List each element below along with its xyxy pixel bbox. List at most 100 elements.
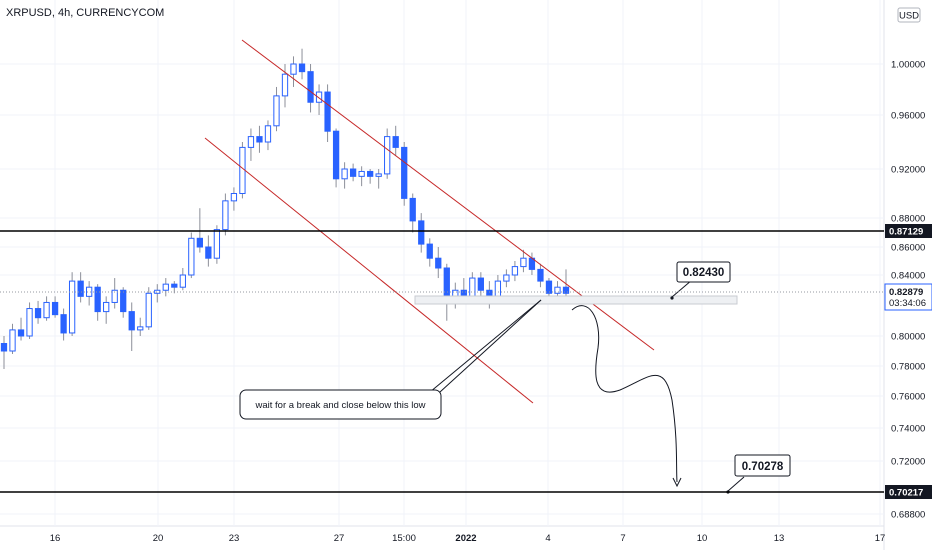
y-tick-label: 0.76000	[891, 392, 925, 403]
currency-button[interactable]: USD	[897, 7, 921, 23]
y-tick-label: 0.80000	[891, 332, 925, 343]
projected-path-arrowhead	[672, 477, 682, 488]
candle-body	[247, 136, 255, 148]
candle-body	[315, 91, 323, 103]
candle-body	[418, 220, 425, 245]
candle-body	[60, 314, 67, 334]
candle-body	[239, 146, 246, 194]
level-price-tag	[885, 485, 932, 499]
drawings-layer: 0.82430 0.70278 wait for a break and close…	[204, 39, 791, 494]
candle-body	[162, 283, 169, 291]
note-leader-line	[439, 299, 542, 393]
channel-lower-line	[204, 137, 534, 404]
x-tick-label: 20	[153, 533, 164, 544]
candle-body	[205, 246, 212, 259]
candle-body	[34, 308, 42, 319]
current-price-label: 0.82879	[889, 287, 923, 298]
candle-body	[196, 237, 203, 248]
currency-button-label: USD	[899, 11, 919, 22]
candle-body	[494, 280, 502, 297]
grid	[0, 0, 884, 526]
candle-body	[298, 63, 306, 73]
candle-body	[137, 326, 144, 331]
candle-body	[477, 277, 484, 291]
candle-body	[469, 277, 476, 297]
y-tick-label: 0.86000	[891, 243, 925, 254]
candle-body	[545, 280, 553, 294]
candle-body	[435, 257, 442, 269]
candle-body	[307, 71, 314, 103]
candle-body	[341, 168, 348, 180]
candle-body	[401, 146, 408, 199]
candle-body	[409, 197, 416, 222]
candle-body	[290, 63, 297, 75]
callout-pointer	[727, 476, 745, 492]
candle-body	[384, 136, 391, 175]
candle-body	[86, 286, 93, 297]
candle-body	[17, 329, 25, 337]
candle-body	[171, 283, 178, 288]
countdown-label: 03:34:06	[889, 298, 926, 309]
y-tick-label: 0.78000	[891, 362, 925, 373]
candle-body	[324, 91, 331, 132]
support-zone	[414, 295, 738, 305]
candle-body	[120, 289, 127, 313]
candle-body	[554, 286, 561, 294]
candle-body	[520, 257, 527, 268]
time-axis[interactable]: 16 20 23 27 15:00 2022 4 7 10 13 17	[50, 533, 886, 544]
callout-box	[734, 454, 791, 477]
candle-body	[9, 329, 16, 352]
x-tick-label: 10	[697, 533, 708, 544]
x-tick-label: 27	[334, 533, 345, 544]
candle-body	[0, 343, 8, 352]
y-tick-label: 0.72000	[891, 457, 925, 468]
level-price-tag-label: 0.70217	[889, 488, 923, 499]
projected-path	[571, 305, 678, 483]
x-tick-label: 4	[545, 533, 550, 544]
candle-body	[367, 170, 374, 177]
y-tick-label: 0.88000	[891, 214, 925, 225]
candle-body	[188, 237, 195, 276]
candle-body	[222, 200, 229, 231]
x-tick-label: 15:00	[392, 533, 416, 544]
note-leader-line	[429, 299, 542, 393]
callout-pointer	[671, 279, 693, 298]
candle-body	[111, 289, 118, 303]
candle-body	[349, 168, 357, 177]
y-tick-label: 0.68800	[891, 510, 925, 521]
candle-body	[103, 301, 110, 313]
candle-body	[537, 268, 544, 282]
candle-body	[511, 266, 519, 276]
callout-label: 0.82430	[683, 267, 725, 279]
candle-body	[503, 274, 510, 282]
note-text: wait for a break and close below this lo…	[254, 400, 425, 411]
candle-body	[256, 136, 263, 143]
callout-box	[676, 261, 731, 283]
callout-label: 0.70278	[742, 461, 784, 473]
y-tick-label: 0.84000	[891, 271, 925, 282]
candle-body	[486, 289, 493, 297]
price-axis[interactable]: 1.00000 0.96000 0.92000 0.88000 0.86000 0.840…	[891, 60, 925, 521]
level-price-tag	[885, 224, 932, 238]
candle-body	[426, 243, 433, 259]
x-tick-label: 17	[875, 533, 886, 544]
x-tick-label: 13	[774, 533, 785, 544]
candle-body	[358, 170, 365, 177]
candle-body	[68, 280, 76, 334]
chart-title: XRPUSD, 4h, CURRENCYCOM	[6, 7, 164, 19]
candle-body	[230, 193, 238, 202]
x-tick-label: 16	[50, 533, 61, 544]
callout-anchor	[670, 296, 674, 300]
candle-body	[128, 311, 135, 331]
candle-body	[562, 286, 570, 294]
candle-body	[94, 286, 101, 313]
level-price-tag-label: 0.87129	[889, 227, 923, 238]
note-box	[239, 389, 442, 420]
candle-body	[332, 130, 340, 180]
candle-body	[460, 289, 467, 297]
x-tick-label: 23	[229, 533, 240, 544]
candle-body	[145, 292, 152, 328]
candle-body	[281, 73, 289, 97]
